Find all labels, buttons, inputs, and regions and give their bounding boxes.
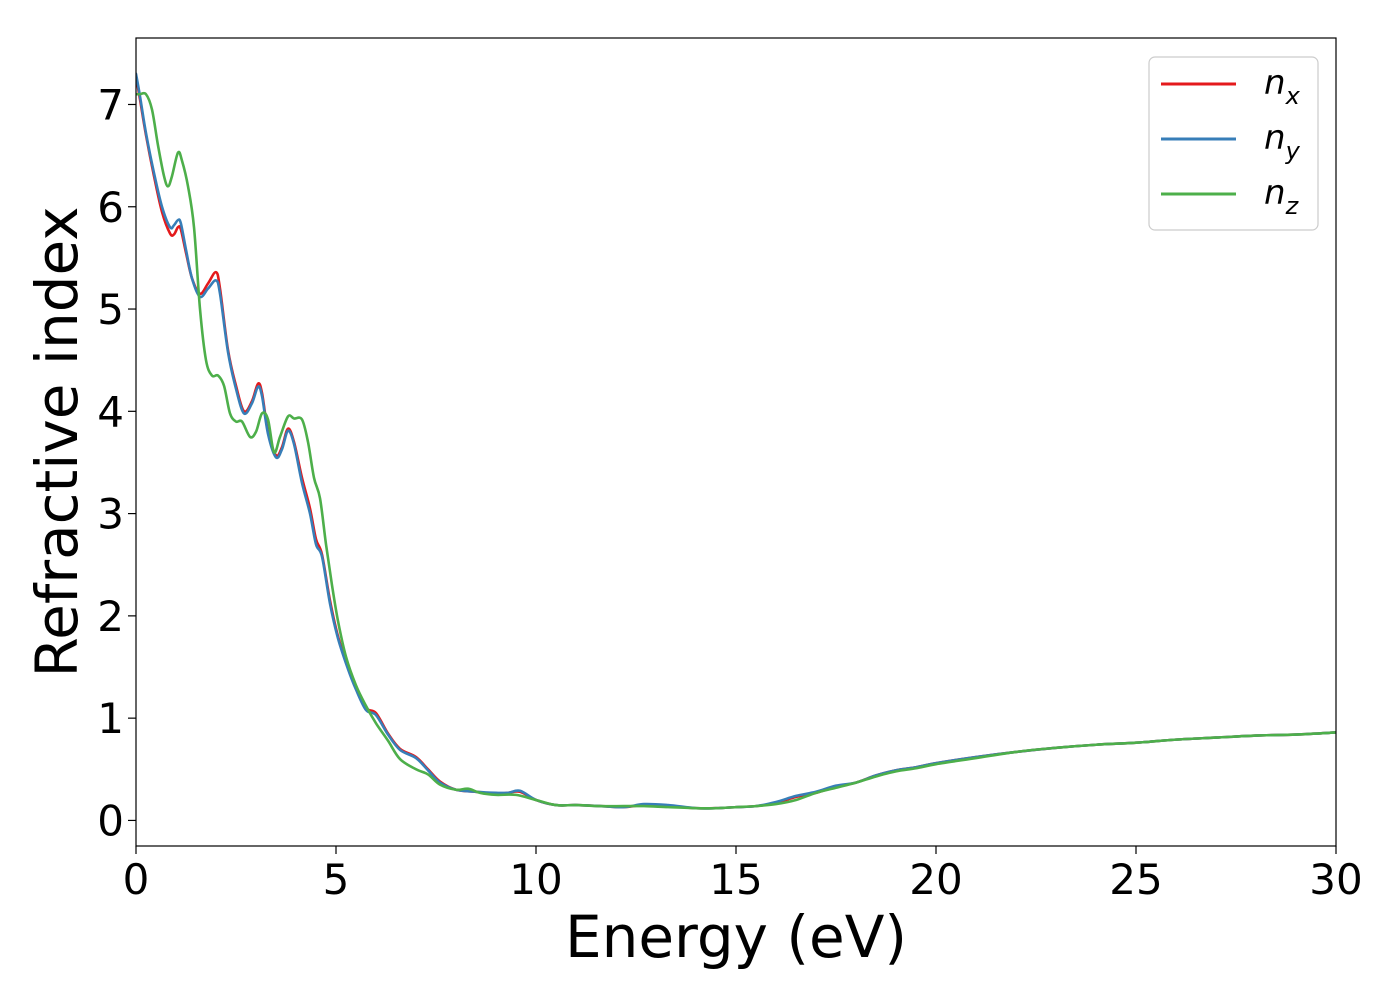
y-axis-title: Refractive index	[23, 206, 91, 677]
legend-label-subscript: x	[1285, 82, 1301, 110]
y-tick-label: 1	[97, 694, 124, 743]
legend-box	[1148, 56, 1319, 231]
axis-ticks: 0 5 10 15 20 25 30 0 1 2 3 4 5 6 7	[97, 80, 1362, 904]
y-tick-label: 3	[97, 490, 124, 539]
series-lines	[136, 72, 1336, 810]
y-tick-label: 4	[97, 387, 124, 436]
y-tick-label: 0	[97, 796, 124, 845]
y-tick-label: 2	[97, 592, 124, 641]
legend-label-base: n	[1264, 118, 1286, 158]
y-tick-label: 5	[97, 285, 124, 334]
y-tick-label: 6	[97, 183, 124, 232]
legend-label-subscript: z	[1285, 192, 1300, 220]
legend-label-z: nz	[1264, 173, 1300, 220]
x-tick-label: 25	[1109, 855, 1162, 904]
x-tick-label: 0	[123, 855, 150, 904]
y-tick-label: 7	[97, 80, 124, 129]
legend-label-y: ny	[1264, 118, 1301, 165]
x-tick-label: 5	[323, 855, 350, 904]
legend-label-base: n	[1264, 63, 1286, 103]
x-tick-label: 30	[1309, 855, 1362, 904]
legend-label-subscript: y	[1285, 137, 1301, 165]
x-tick-label: 15	[709, 855, 762, 904]
series-line-z	[136, 91, 1336, 810]
x-tick-label: 10	[509, 855, 562, 904]
legend-label-x: nx	[1264, 63, 1301, 110]
legend-label-base: n	[1264, 173, 1286, 213]
x-tick-label: 20	[909, 855, 962, 904]
x-axis-title: Energy (eV)	[565, 903, 907, 971]
